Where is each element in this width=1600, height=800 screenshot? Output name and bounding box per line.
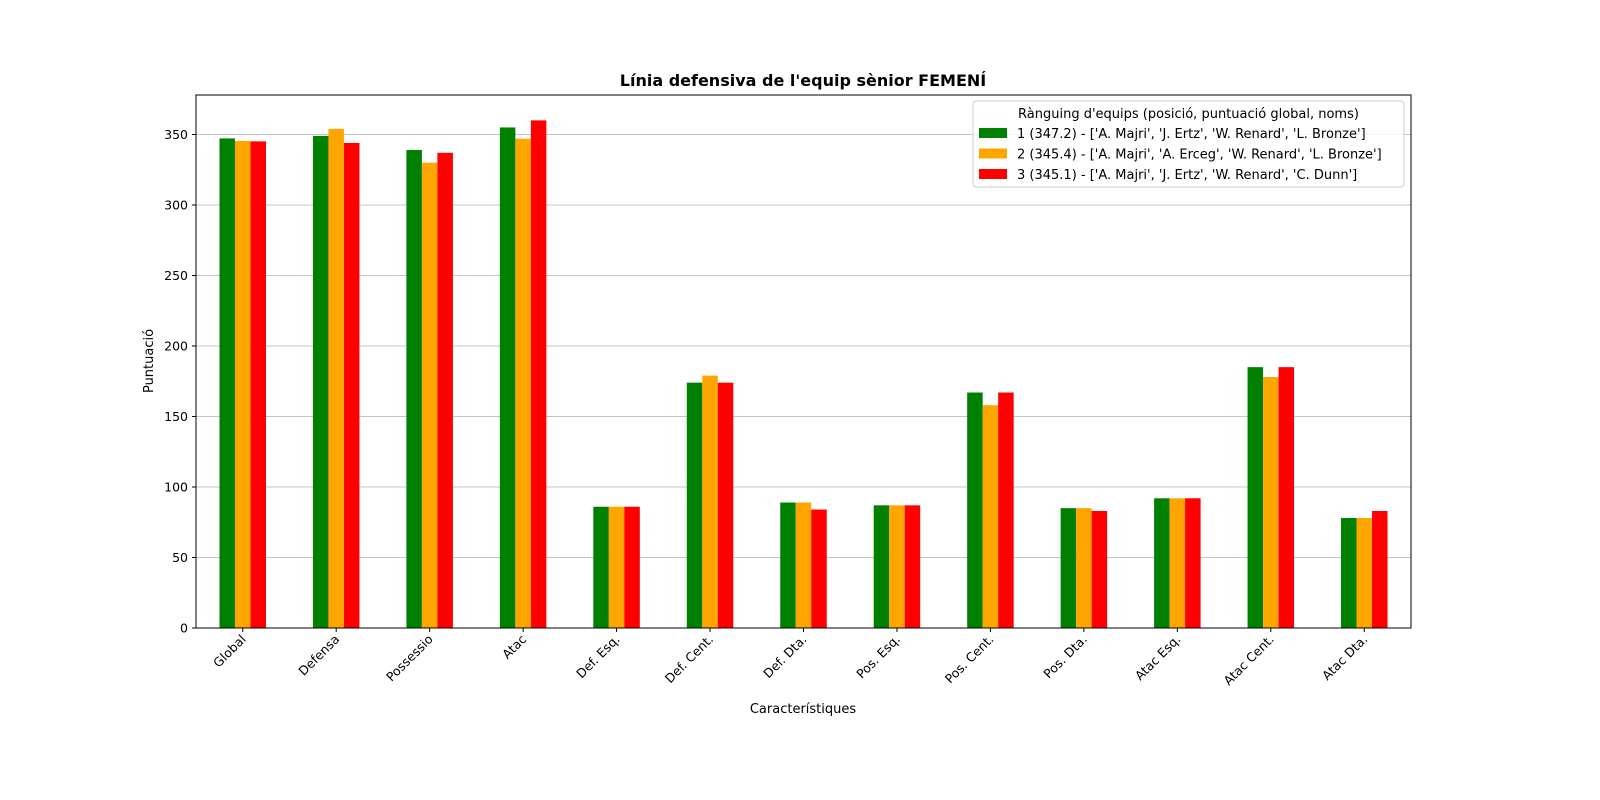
chart-title: Línia defensiva de l'equip sènior FEMENÍ xyxy=(620,71,987,90)
y-tick-label: 100 xyxy=(164,479,188,494)
bar xyxy=(1278,367,1295,628)
y-axis-label: Puntuació xyxy=(142,329,157,393)
bar xyxy=(717,382,734,628)
bar xyxy=(593,506,609,628)
bar xyxy=(515,138,531,628)
y-tick-label: 200 xyxy=(164,338,188,353)
legend-swatch xyxy=(979,128,1007,138)
bar xyxy=(499,127,516,628)
bar xyxy=(406,149,422,628)
bar xyxy=(904,505,921,628)
y-tick-label: 150 xyxy=(164,409,188,424)
legend: Rànguing d'equips (posició, puntuació gl… xyxy=(972,100,1405,188)
bar xyxy=(1341,518,1357,628)
bar xyxy=(1356,518,1373,628)
bar xyxy=(421,162,438,628)
bar xyxy=(608,506,625,628)
y-tick-label: 50 xyxy=(172,550,188,565)
y-tick-label: 300 xyxy=(164,197,188,212)
bar xyxy=(1154,498,1170,628)
bar xyxy=(234,140,251,629)
y-axis: 0 50 100 150 200 250 300 350 xyxy=(164,127,196,636)
bar xyxy=(982,405,999,628)
bar xyxy=(312,135,329,628)
legend-entry: 3 (345.1) - ['A. Majri', 'J. Ertz', 'W. … xyxy=(1017,168,1357,183)
bar xyxy=(1185,498,1201,628)
bar xyxy=(1169,498,1186,628)
bar xyxy=(328,128,344,629)
y-tick-label: 350 xyxy=(164,127,188,142)
legend-swatch xyxy=(979,169,1007,179)
bar xyxy=(686,382,703,628)
bar xyxy=(998,392,1014,628)
bar xyxy=(702,375,718,628)
bar xyxy=(1372,510,1388,628)
bar xyxy=(250,141,266,628)
legend-box xyxy=(972,100,1405,188)
y-tick-label: 250 xyxy=(164,268,188,283)
legend-swatch xyxy=(979,148,1007,159)
bar xyxy=(1091,510,1108,628)
bar xyxy=(967,392,983,628)
bar xyxy=(1076,508,1092,628)
legend-title: Rànguing d'equips (posició, puntuació gl… xyxy=(1018,107,1359,122)
bar xyxy=(1263,377,1279,628)
bar xyxy=(530,120,547,628)
bars xyxy=(219,120,1388,629)
x-axis-label: Característiques xyxy=(750,702,857,717)
bar xyxy=(889,505,905,628)
bar xyxy=(1060,508,1077,628)
legend-entry: 1 (347.2) - ['A. Majri', 'J. Ertz', 'W. … xyxy=(1017,127,1366,142)
bar xyxy=(811,509,827,628)
bar xyxy=(437,152,453,628)
bar xyxy=(873,505,890,628)
legend-entry: 2 (345.4) - ['A. Majri', 'A. Erceg', 'W.… xyxy=(1017,148,1382,163)
y-tick-label: 0 xyxy=(180,621,188,636)
bar xyxy=(624,506,640,628)
bar xyxy=(780,502,796,628)
bar xyxy=(219,138,235,628)
bar xyxy=(795,502,812,628)
bar xyxy=(343,142,360,628)
bar xyxy=(1247,367,1264,628)
